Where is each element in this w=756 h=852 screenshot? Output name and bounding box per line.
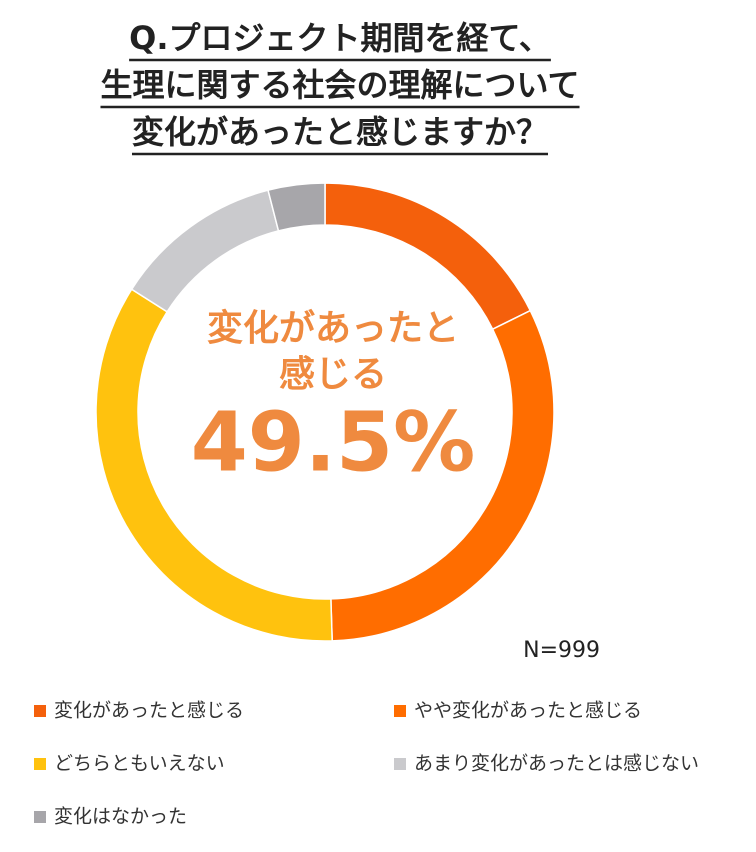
note: N=999 [523, 638, 600, 663]
legend-label: 変化があったと感じる [54, 700, 244, 722]
title-line: 変化があったと感じますか？ [132, 113, 548, 151]
center-value: 49.5% [191, 395, 475, 490]
legend-swatch [34, 758, 46, 770]
legend-swatch [394, 758, 406, 770]
title-line: Q.プロジェクト期間を経て、 [129, 19, 551, 57]
legend-label: 変化はなかった [54, 806, 187, 828]
center-label: 感じる [279, 354, 387, 395]
legend-swatch [394, 705, 406, 717]
legend-swatch [34, 811, 46, 823]
legend-label: あまり変化があったとは感じない [414, 753, 699, 775]
legend-swatch [34, 705, 46, 717]
title: Q.プロジェクト期間を経て、生理に関する社会の理解について変化があったと感じます… [100, 19, 580, 156]
center-label: 変化があったと [207, 307, 459, 349]
donut-slice [267, 182, 326, 232]
title-line: 生理に関する社会の理解について [100, 66, 579, 104]
legend-label: どちらともいえない [54, 753, 225, 775]
donut [95, 182, 555, 642]
legend-label: やや変化があったと感じる [414, 700, 642, 722]
